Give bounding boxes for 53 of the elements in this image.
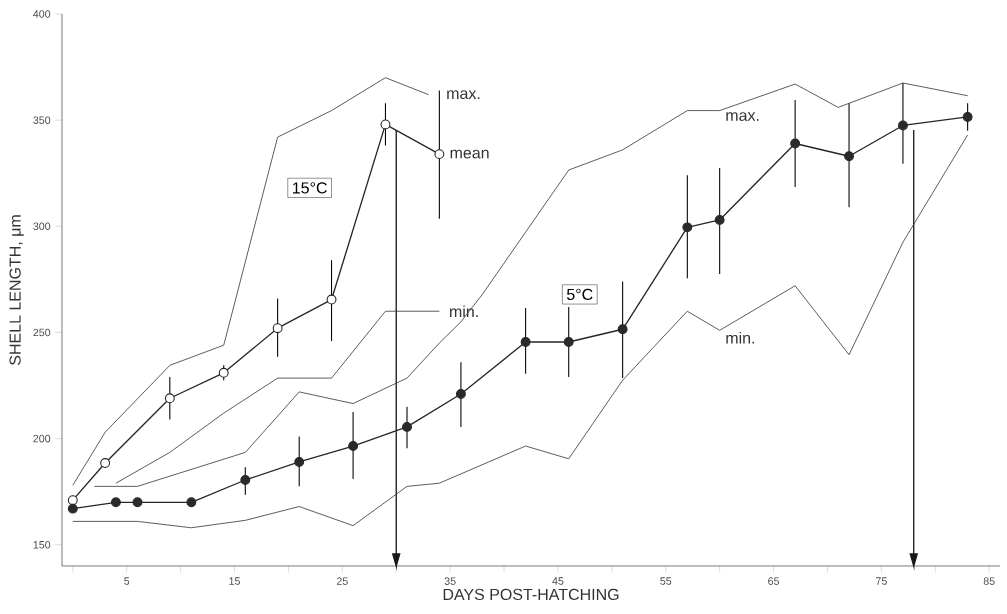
point bbox=[218, 367, 229, 378]
x-tick-label: 25 bbox=[336, 577, 348, 585]
point bbox=[380, 119, 391, 130]
point bbox=[434, 149, 445, 160]
annotation: mean bbox=[450, 149, 489, 159]
point bbox=[790, 138, 801, 149]
x-tick-label: 5 bbox=[124, 577, 130, 585]
annotation: max. bbox=[447, 90, 480, 100]
x-axis-title: DAYS POST-HATCHING bbox=[443, 588, 619, 601]
point bbox=[898, 120, 908, 131]
point bbox=[520, 337, 531, 347]
x-tick-label: 45 bbox=[552, 577, 564, 585]
point bbox=[714, 214, 725, 225]
y-tick-label: 200 bbox=[33, 434, 51, 443]
x-tick-label: 15 bbox=[229, 577, 240, 585]
x-tick-label: 35 bbox=[444, 577, 456, 585]
y-tick-label: 250 bbox=[33, 328, 51, 337]
annotation: max. bbox=[726, 112, 759, 121]
point bbox=[240, 475, 251, 485]
point bbox=[348, 441, 359, 451]
annotation: min. bbox=[450, 305, 478, 318]
x-tick-label: 65 bbox=[768, 577, 780, 585]
y-tick-label: 400 bbox=[33, 10, 51, 18]
y-axis-title: SHELL LENGTH, μm bbox=[9, 215, 24, 365]
x-tick-label: 85 bbox=[983, 577, 995, 585]
point bbox=[402, 421, 412, 432]
point bbox=[272, 323, 283, 334]
point bbox=[844, 151, 854, 162]
point bbox=[326, 294, 337, 305]
point bbox=[164, 393, 175, 404]
point bbox=[455, 389, 466, 399]
point bbox=[132, 497, 143, 508]
point bbox=[682, 222, 693, 233]
point bbox=[294, 457, 305, 467]
text: 15°C bbox=[292, 182, 327, 194]
point bbox=[962, 112, 973, 122]
line-series bbox=[72, 77, 429, 486]
point bbox=[110, 497, 121, 508]
line-series bbox=[93, 82, 969, 487]
y-tick-label: 300 bbox=[33, 222, 51, 231]
point bbox=[100, 458, 111, 468]
text: 5°C bbox=[567, 288, 593, 301]
y-tick-label: 350 bbox=[33, 116, 51, 124]
line-series bbox=[115, 310, 440, 484]
point bbox=[617, 324, 628, 335]
point bbox=[186, 497, 197, 508]
point bbox=[67, 503, 78, 514]
x-tick-label: 55 bbox=[660, 577, 672, 585]
x-tick-label: 75 bbox=[876, 577, 887, 585]
annotation: min. bbox=[726, 331, 755, 344]
point bbox=[67, 495, 78, 506]
y-tick-label: 150 bbox=[33, 540, 51, 549]
point bbox=[563, 337, 574, 347]
